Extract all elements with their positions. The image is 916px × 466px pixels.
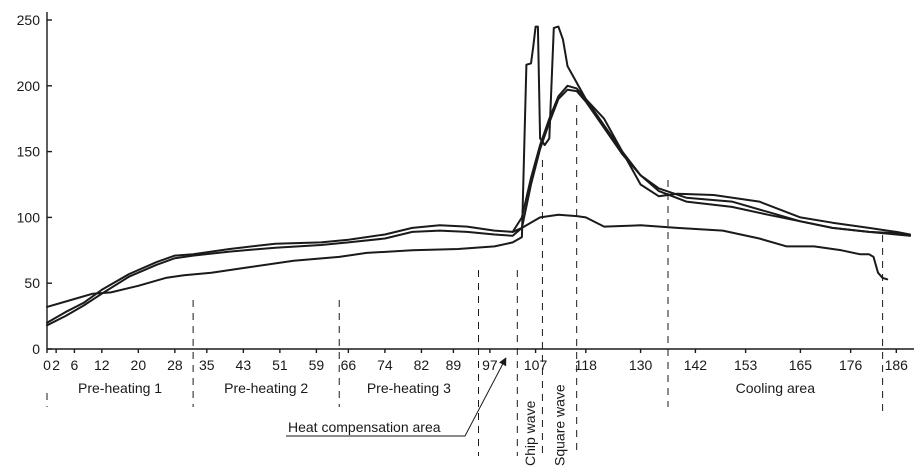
x-tick-label: 28	[167, 357, 183, 373]
zone-label: Square wave	[552, 384, 568, 466]
annotation-arrow	[286, 357, 507, 437]
x-tick-label: 12	[94, 357, 110, 373]
annotation-label: Heat compensation area	[288, 419, 441, 435]
x-tick-label: 82	[414, 357, 430, 373]
zone-labels: Pre-heating 1 Pre-heating 2 Pre-heating 3 C…	[78, 357, 816, 466]
x-tick-label: 153	[734, 357, 758, 373]
x-tick-label: 89	[446, 357, 462, 373]
temperature-curves	[46, 25, 911, 327]
x-tick-label: 186	[885, 357, 909, 373]
zone-label: Pre-heating 3	[367, 380, 451, 396]
x-tick-label: 165	[789, 357, 813, 373]
temperature-curve-4	[511, 213, 889, 281]
y-tick-label: 250	[17, 12, 41, 28]
x-tick-label: 97	[482, 357, 498, 373]
x-tick-label: 51	[272, 357, 288, 373]
zone-label: Cooling area	[736, 380, 816, 396]
x-tick-label: 66	[341, 357, 357, 373]
y-tick-label: 50	[24, 275, 40, 291]
axes: 0 50 100 150 200 250 0 2 6 12 20 28 35 43 51 59 66 74 82 89…	[17, 12, 914, 373]
temperature-curve-3	[46, 25, 911, 308]
zone-label: Pre-heating 1	[78, 380, 162, 396]
zone-label: Pre-heating 2	[224, 380, 308, 396]
temperature-curve-2	[46, 88, 911, 327]
y-tick-label: 100	[17, 209, 41, 225]
x-tick-label: 59	[309, 357, 325, 373]
x-tick-label: 0	[43, 357, 51, 373]
x-tick-label: 20	[131, 357, 147, 373]
x-tick-label: 118	[575, 357, 598, 373]
zone-label: Chip wave	[522, 400, 538, 466]
x-tick-label: 35	[199, 357, 215, 373]
x-tick-label: 176	[839, 357, 863, 373]
zone-dividers	[46, 105, 884, 456]
x-tick-label: 2	[52, 357, 60, 373]
temperature-curve-1	[46, 84, 911, 324]
x-tick-label: 6	[70, 357, 78, 373]
x-tick-label: 142	[684, 357, 708, 373]
x-tick-label: 107	[524, 357, 548, 373]
x-tick-label: 43	[236, 357, 252, 373]
y-tick-label: 0	[32, 341, 40, 357]
x-tick-label: 130	[629, 357, 653, 373]
y-tick-label: 150	[17, 144, 41, 160]
y-tick-label: 200	[17, 78, 41, 94]
x-tick-label: 74	[377, 357, 393, 373]
